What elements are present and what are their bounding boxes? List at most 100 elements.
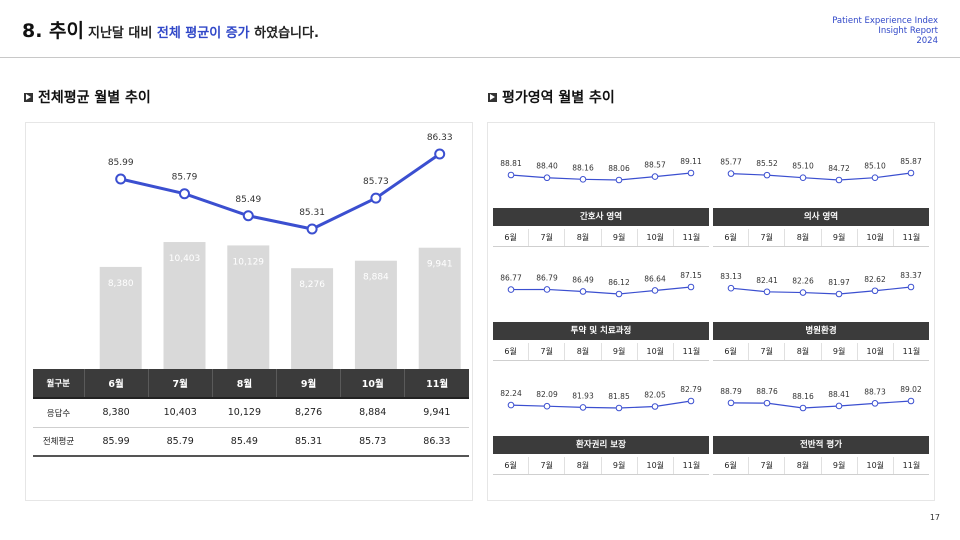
domain-value-label: 88.76 [756,387,778,396]
average-point [115,173,127,185]
average-point [242,210,254,222]
response-bar [418,247,461,370]
domain-point [871,400,879,407]
domain-value-label: 81.85 [608,392,630,401]
domain-value-label: 88.16 [572,163,594,172]
domain-point [579,404,587,411]
response-bar [99,266,142,370]
table-header-row: 월구분 6월 7월 8월 9월 10월 11월 [33,369,469,399]
domain-line-chart: 86.77 86.79 86.49 86.12 86.64 87.15 [500,271,702,298]
domain-point [687,397,695,405]
domain-month-label: 6월 [713,229,750,246]
domain-point [907,283,915,291]
table-cell: 86.33 [404,427,469,457]
domain-value-label: 82.09 [536,390,558,399]
domain-point [871,287,879,295]
domain-point [507,286,515,293]
domain-value-label: 89.02 [900,385,922,394]
response-bar [291,268,334,370]
domain-month-row: 6월 7월 8월 9월 10월 11월 [713,343,929,361]
domain-month-label: 6월 [713,343,750,360]
left-section-title: 전체평균 월별 추이 [38,90,151,106]
section-number-title: 8. 추이 [22,20,85,42]
domain-month-label: 7월 [529,457,566,474]
domain-line [510,172,692,181]
domain-value-label: 82.41 [756,276,778,285]
domain-month-label: 10월 [858,229,894,246]
domain-point [871,174,879,181]
average-value-label: 85.73 [363,177,389,187]
domain-month-label: 6월 [713,457,750,474]
domain-month-label: 9월 [822,343,858,360]
domain-point [799,174,807,181]
average-value-label: 85.79 [172,173,198,183]
bar-value-label: 8,276 [299,280,325,290]
domain-month-label: 6월 [493,457,530,474]
domain-value-label: 86.64 [644,274,666,283]
domain-value-label: 85.77 [720,158,742,167]
table-header-cell: 10월 [340,369,406,399]
table-cell: 10,129 [212,398,277,428]
domain-month-row: 6월 7월 8월 9월 10월 11월 [713,457,929,475]
domain-point [507,171,515,179]
domain-month-row: 6월 7월 8월 9월 10월 11월 [493,343,709,361]
table-cell: 8,276 [276,398,341,428]
average-value-label: 85.31 [299,208,325,218]
domain-month-label: 11월 [902,347,921,356]
subtitle-pre: 지난달 대비 [88,26,157,41]
average-point [434,148,446,160]
domain-value-label: 82.05 [644,391,666,400]
domain-value-label: 83.37 [900,271,922,280]
domain-value-label: 89.11 [680,157,702,166]
domain-point [763,399,771,407]
domain-month-label: 10월 [858,343,894,360]
domain-point [727,170,735,177]
domain-value-label: 88.06 [608,164,630,173]
domain-line-chart: 85.77 85.52 85.10 84.72 85.10 85.87 [720,157,922,184]
domain-value-label: 86.79 [536,273,558,282]
table-row-label: 응답수 [33,398,84,428]
domain-value-label: 83.13 [720,272,742,281]
domain-month-label: 6월 [493,343,530,360]
domain-line [730,286,912,295]
domain-month-label: 9월 [602,229,638,246]
header-divider [0,57,960,58]
domain-line-chart: 83.13 82.41 82.26 81.97 82.62 83.37 [720,271,922,298]
bar-value-label: 10,403 [169,254,201,264]
domain-point [727,284,735,292]
domain-value-label: 85.10 [792,162,814,171]
domain-point [507,401,515,409]
domain-month-label: 8월 [565,343,602,360]
domain-point [615,404,623,412]
domain-point [615,290,623,298]
domain-point [763,171,771,179]
response-bar [163,242,206,370]
table-header-cell: 11월 [404,369,469,399]
table-cell: 85.99 [84,427,149,457]
domain-value-label: 88.81 [500,159,522,168]
domain-month-label: 11월 [682,461,701,470]
domain-title: 의사 영역 [713,208,929,226]
average-point [179,188,190,200]
average-value-label: 85.49 [235,195,261,205]
table-cell: 8,884 [340,398,405,428]
average-value-label: 86.33 [427,133,453,143]
page-number: 17 [929,513,940,522]
domain-month-label: 7월 [529,343,566,360]
domain-title: 병원환경 [713,322,929,340]
overall-data-table: 월구분 6월 7월 8월 9월 10월 11월 응답수 8,380 10,403… [33,369,469,457]
domain-point [835,176,843,184]
play-icon [488,92,497,102]
brand-line-2: Insight Report [878,26,938,36]
domain-month-label: 11월 [682,347,701,356]
domain-point [543,286,551,293]
response-bar [227,245,270,370]
domain-line-chart: 88.79 88.76 88.16 88.41 88.73 89.02 [720,385,922,412]
domain-month-label: 9월 [822,457,858,474]
domain-point [687,283,695,291]
domain-value-label: 86.49 [572,275,594,284]
domain-value-label: 81.93 [572,391,594,400]
domain-month-label: 7월 [529,229,566,246]
domain-point [687,169,695,177]
table-cell: 85.49 [212,427,277,457]
